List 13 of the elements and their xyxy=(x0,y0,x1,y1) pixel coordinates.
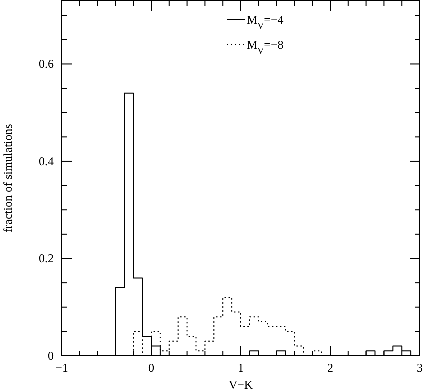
x-axis-title: V−K xyxy=(228,378,254,392)
x-tick-label: 1 xyxy=(238,361,244,375)
legend-label: M$_{V}$=−4 xyxy=(247,13,284,31)
x-tick-label: 3 xyxy=(417,361,423,375)
legend-label: M$_{V}$=−8 xyxy=(247,38,284,56)
y-tick-label: 0.6 xyxy=(39,57,54,72)
x-tick-label: −1 xyxy=(56,361,68,375)
y-tick-label: 0 xyxy=(48,349,54,363)
x-tick-label: 2 xyxy=(328,361,334,375)
y-axis-title: fraction of simulations xyxy=(1,124,15,233)
y-tick-label: 0.4 xyxy=(39,154,54,168)
x-tick-label: 0 xyxy=(148,361,154,375)
y-tick-label: 0.2 xyxy=(39,252,54,266)
